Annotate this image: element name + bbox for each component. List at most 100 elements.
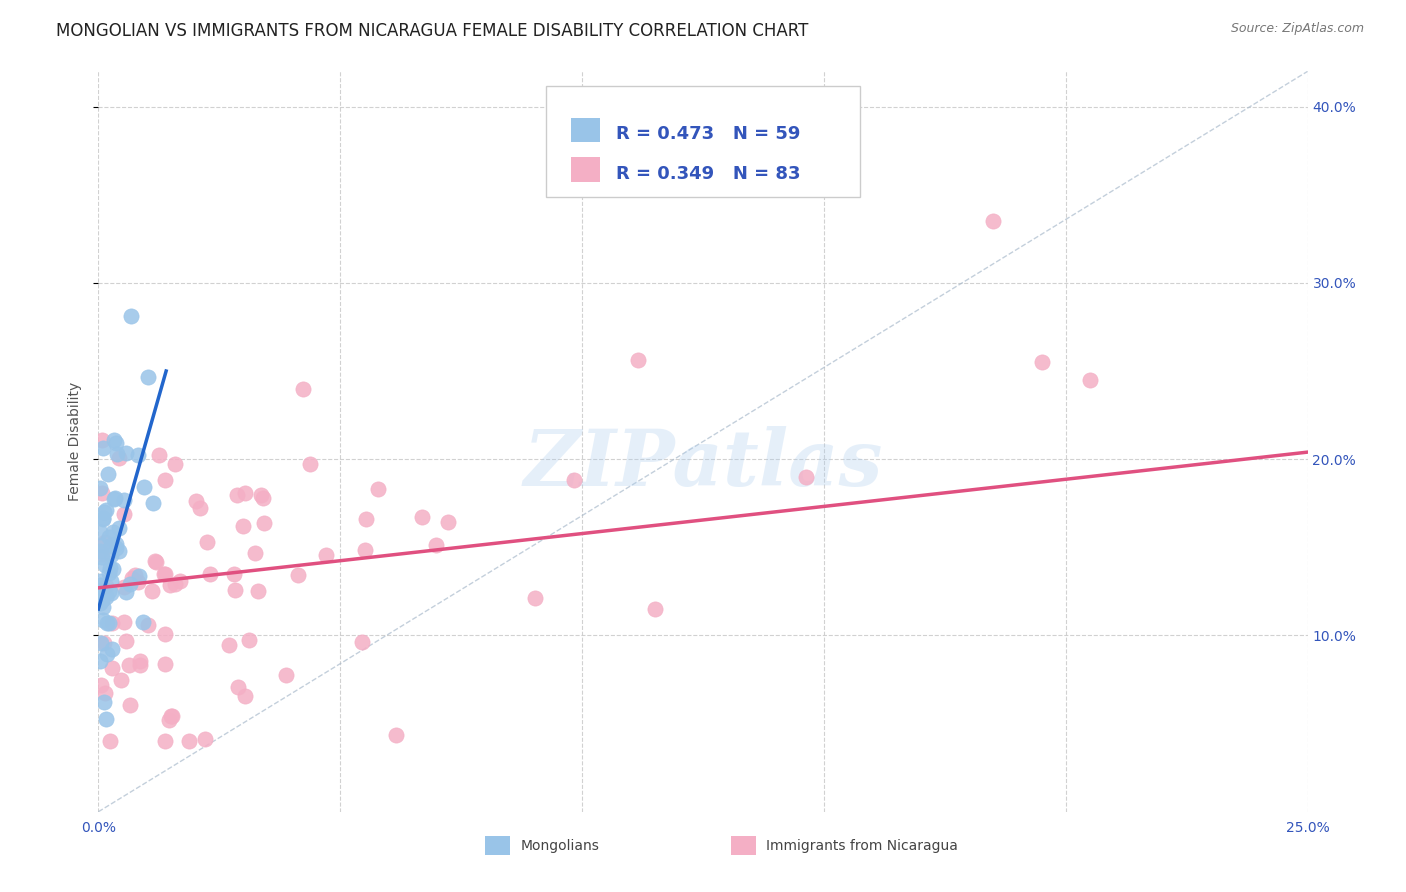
Mongolians <box>105 536 128 550</box>
Mongolians <box>97 584 120 599</box>
Immigrants from Nicaragua <box>141 584 163 599</box>
Immigrants from Nicaragua <box>94 686 117 700</box>
Immigrants from Nicaragua <box>253 516 276 530</box>
Mongolians <box>89 481 111 495</box>
Y-axis label: Female Disability: Female Disability <box>69 382 83 501</box>
Mongolians <box>100 574 122 589</box>
Mongolians <box>103 434 125 448</box>
Immigrants from Nicaragua <box>124 567 146 582</box>
Immigrants from Nicaragua <box>644 602 666 616</box>
Immigrants from Nicaragua <box>232 519 254 533</box>
Immigrants from Nicaragua <box>127 575 149 590</box>
Mongolians <box>96 712 118 726</box>
Immigrants from Nicaragua <box>101 661 124 675</box>
Immigrants from Nicaragua <box>115 634 138 648</box>
Mongolians <box>100 548 122 562</box>
Immigrants from Nicaragua <box>794 469 817 483</box>
FancyBboxPatch shape <box>571 157 600 182</box>
Mongolians <box>104 436 127 450</box>
Immigrants from Nicaragua <box>184 494 207 508</box>
Immigrants from Nicaragua <box>198 567 221 582</box>
Immigrants from Nicaragua <box>353 542 375 557</box>
Mongolians <box>89 574 111 588</box>
Text: Source: ZipAtlas.com: Source: ZipAtlas.com <box>1230 22 1364 36</box>
Text: MONGOLIAN VS IMMIGRANTS FROM NICARAGUA FEMALE DISABILITY CORRELATION CHART: MONGOLIAN VS IMMIGRANTS FROM NICARAGUA F… <box>56 22 808 40</box>
Immigrants from Nicaragua <box>155 657 177 671</box>
Immigrants from Nicaragua <box>153 567 176 582</box>
Mongolians <box>142 496 165 510</box>
Mongolians <box>136 370 159 384</box>
Immigrants from Nicaragua <box>90 547 112 561</box>
Mongolians <box>94 558 117 572</box>
Mongolians <box>105 447 128 461</box>
Immigrants from Nicaragua <box>159 709 181 723</box>
Immigrants from Nicaragua <box>153 473 176 487</box>
Immigrants from Nicaragua <box>100 734 122 748</box>
Immigrants from Nicaragua <box>90 678 112 692</box>
Mongolians <box>91 511 114 525</box>
Mongolians <box>90 592 112 607</box>
Immigrants from Nicaragua <box>298 457 321 471</box>
Immigrants from Nicaragua <box>94 535 117 549</box>
Immigrants from Nicaragua <box>627 353 650 368</box>
Immigrants from Nicaragua <box>1031 355 1053 369</box>
Immigrants from Nicaragua <box>101 616 124 631</box>
Text: R = 0.473   N = 59: R = 0.473 N = 59 <box>616 125 800 144</box>
Immigrants from Nicaragua <box>195 535 218 549</box>
Mongolians <box>93 505 115 519</box>
Immigrants from Nicaragua <box>233 689 256 703</box>
Immigrants from Nicaragua <box>159 578 181 592</box>
Mongolians <box>89 525 111 540</box>
Immigrants from Nicaragua <box>169 574 191 588</box>
Mongolians <box>98 530 121 544</box>
Immigrants from Nicaragua <box>148 448 170 462</box>
Mongolians <box>103 524 125 539</box>
Immigrants from Nicaragua <box>188 501 211 516</box>
Text: ZIPatlas: ZIPatlas <box>523 425 883 502</box>
Immigrants from Nicaragua <box>194 732 217 747</box>
Immigrants from Nicaragua <box>315 548 337 562</box>
Immigrants from Nicaragua <box>524 591 547 606</box>
Immigrants from Nicaragua <box>153 626 176 640</box>
Mongolians <box>96 615 118 630</box>
Mongolians <box>127 448 149 462</box>
Mongolians <box>90 549 112 564</box>
Immigrants from Nicaragua <box>112 581 135 595</box>
Mongolians <box>97 467 120 481</box>
Mongolians <box>103 491 125 506</box>
Immigrants from Nicaragua <box>981 214 1004 228</box>
Mongolians <box>98 560 121 574</box>
Immigrants from Nicaragua <box>233 485 256 500</box>
Immigrants from Nicaragua <box>411 510 433 524</box>
Mongolians <box>120 577 142 591</box>
Immigrants from Nicaragua <box>112 507 135 521</box>
Immigrants from Nicaragua <box>177 734 200 748</box>
Immigrants from Nicaragua <box>165 576 187 591</box>
Immigrants from Nicaragua <box>128 654 150 668</box>
Mongolians <box>89 543 111 558</box>
Immigrants from Nicaragua <box>226 680 249 694</box>
FancyBboxPatch shape <box>571 118 600 143</box>
Mongolians <box>104 491 127 505</box>
Immigrants from Nicaragua <box>157 713 180 727</box>
Mongolians <box>132 615 155 629</box>
Mongolians <box>100 586 122 600</box>
Mongolians <box>97 615 120 630</box>
Immigrants from Nicaragua <box>222 567 245 582</box>
Immigrants from Nicaragua <box>112 615 135 629</box>
Immigrants from Nicaragua <box>425 538 447 552</box>
Mongolians <box>91 599 114 614</box>
Immigrants from Nicaragua <box>367 482 389 496</box>
Mongolians <box>89 578 111 592</box>
Mongolians <box>107 544 129 558</box>
Immigrants from Nicaragua <box>163 457 186 471</box>
FancyBboxPatch shape <box>546 87 860 197</box>
Immigrants from Nicaragua <box>1078 373 1101 387</box>
Immigrants from Nicaragua <box>91 433 114 447</box>
Immigrants from Nicaragua <box>143 554 166 568</box>
Immigrants from Nicaragua <box>224 582 246 597</box>
Mongolians <box>132 480 155 494</box>
Immigrants from Nicaragua <box>110 673 132 687</box>
Immigrants from Nicaragua <box>249 488 271 502</box>
Immigrants from Nicaragua <box>117 657 139 672</box>
